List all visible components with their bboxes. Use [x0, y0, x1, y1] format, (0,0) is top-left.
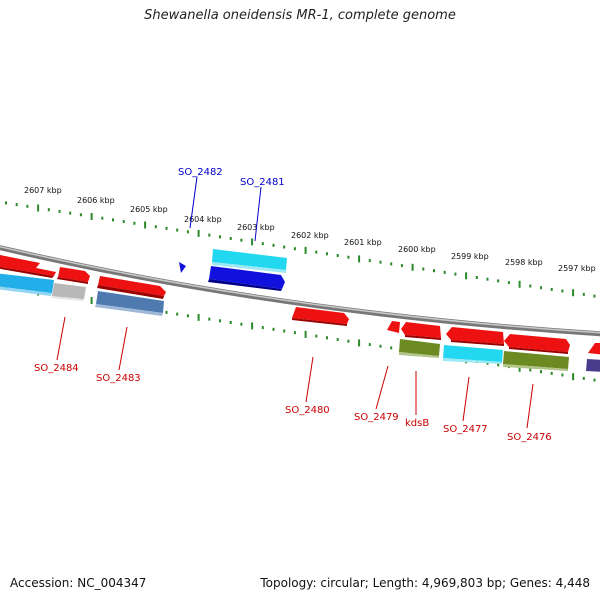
- kbp-label: 2606 kbp: [77, 196, 115, 205]
- gene-feature[interactable]: [401, 322, 441, 338]
- gene-feature[interactable]: [96, 291, 164, 313]
- leader-line-SO_2484: [56, 316, 66, 361]
- gene-feature[interactable]: [292, 318, 347, 326]
- gene-label-SO_2484[interactable]: SO_2484: [34, 363, 79, 374]
- gene-label-SO_2476[interactable]: SO_2476: [507, 432, 552, 443]
- gene-label-SO_2480[interactable]: SO_2480: [285, 405, 330, 416]
- gene-leader-lines: [56, 176, 534, 429]
- gene-feature-SO_2482[interactable]: [179, 262, 186, 273]
- gene-label-SO_2479[interactable]: SO_2479: [354, 412, 399, 423]
- gene-feature[interactable]: [405, 335, 441, 340]
- leader-line-SO_2483: [118, 326, 128, 371]
- feature-track-outer: [0, 249, 287, 299]
- gene-feature[interactable]: [451, 340, 504, 346]
- genome-summary-text: Topology: circular; Length: 4,969,803 bp…: [260, 576, 590, 590]
- gene-feature-SO_2481[interactable]: [212, 249, 287, 270]
- genome-backbone-highlight: [0, 245, 600, 334]
- map-title: Shewanella oneidensis MR-1, complete gen…: [144, 8, 456, 23]
- kbp-label: 2602 kbp: [291, 231, 329, 240]
- kbp-label: 2597 kbp: [558, 264, 596, 273]
- accession-text: Accession: NC_004347: [10, 576, 147, 590]
- kbp-label: 2600 kbp: [398, 245, 436, 254]
- kbp-label: 2604 kbp: [184, 215, 222, 224]
- leader-line-SO_2477: [462, 376, 470, 422]
- gene-labels: SO_2482 SO_2481 SO_2484 SO_2483 SO_2480 …: [34, 167, 552, 443]
- kbp-label: 2599 kbp: [451, 252, 489, 261]
- outer-tick-ring: [5, 201, 596, 298]
- gene-label-SO_2482[interactable]: SO_2482: [178, 167, 223, 178]
- genome-backbone: [0, 245, 600, 337]
- gene-feature[interactable]: [52, 283, 86, 299]
- leader-line-SO_2476: [526, 383, 534, 429]
- kbp-label: 2605 kbp: [130, 205, 168, 214]
- kbp-scale-labels: 2607 kbp 2606 kbp 2605 kbp 2604 kbp 2603…: [24, 186, 596, 273]
- leader-line-SO_2479: [375, 365, 389, 410]
- gene-feature[interactable]: [0, 273, 54, 293]
- leader-line-SO_2481: [254, 186, 262, 242]
- gene-feature-SO_2481-shade[interactable]: [212, 262, 286, 273]
- gene-feature[interactable]: [292, 307, 349, 324]
- gene-feature[interactable]: [387, 321, 400, 333]
- gene-feature[interactable]: [57, 277, 88, 284]
- gene-feature[interactable]: [208, 279, 282, 291]
- gene-label-kdsB[interactable]: kdsB: [405, 418, 429, 429]
- leader-line-SO_2480: [305, 356, 314, 403]
- gene-feature[interactable]: [586, 359, 600, 372]
- gene-feature[interactable]: [588, 343, 600, 355]
- gene-feature[interactable]: [0, 254, 56, 276]
- kbp-label: 2601 kbp: [344, 238, 382, 247]
- gene-feature[interactable]: [209, 266, 285, 289]
- gene-label-SO_2481[interactable]: SO_2481: [240, 177, 285, 188]
- gene-feature[interactable]: [443, 358, 502, 364]
- gene-label-SO_2483[interactable]: SO_2483: [96, 373, 141, 384]
- gene-feature[interactable]: [95, 304, 163, 316]
- gene-feature[interactable]: [443, 345, 503, 362]
- gene-feature[interactable]: [503, 351, 569, 369]
- gene-feature[interactable]: [0, 286, 52, 296]
- gene-feature[interactable]: [509, 347, 568, 354]
- gene-feature[interactable]: [399, 339, 440, 356]
- gene-feature[interactable]: [98, 276, 166, 296]
- gene-feature[interactable]: [0, 266, 54, 278]
- gene-feature[interactable]: [503, 364, 568, 371]
- gene-feature[interactable]: [446, 327, 504, 344]
- gene-feature[interactable]: [51, 296, 84, 301]
- feature-track-inner: [0, 273, 600, 372]
- leader-line-SO_2482: [189, 176, 198, 229]
- kbp-label: 2603 kbp: [237, 223, 275, 232]
- kbp-label: 2607 kbp: [24, 186, 62, 195]
- gene-feature[interactable]: [58, 267, 90, 282]
- gene-feature[interactable]: [399, 352, 439, 358]
- kbp-label: 2598 kbp: [505, 258, 543, 267]
- gene-feature[interactable]: [97, 285, 164, 299]
- gene-feature[interactable]: [504, 334, 570, 352]
- gene-label-SO_2477[interactable]: SO_2477: [443, 424, 488, 435]
